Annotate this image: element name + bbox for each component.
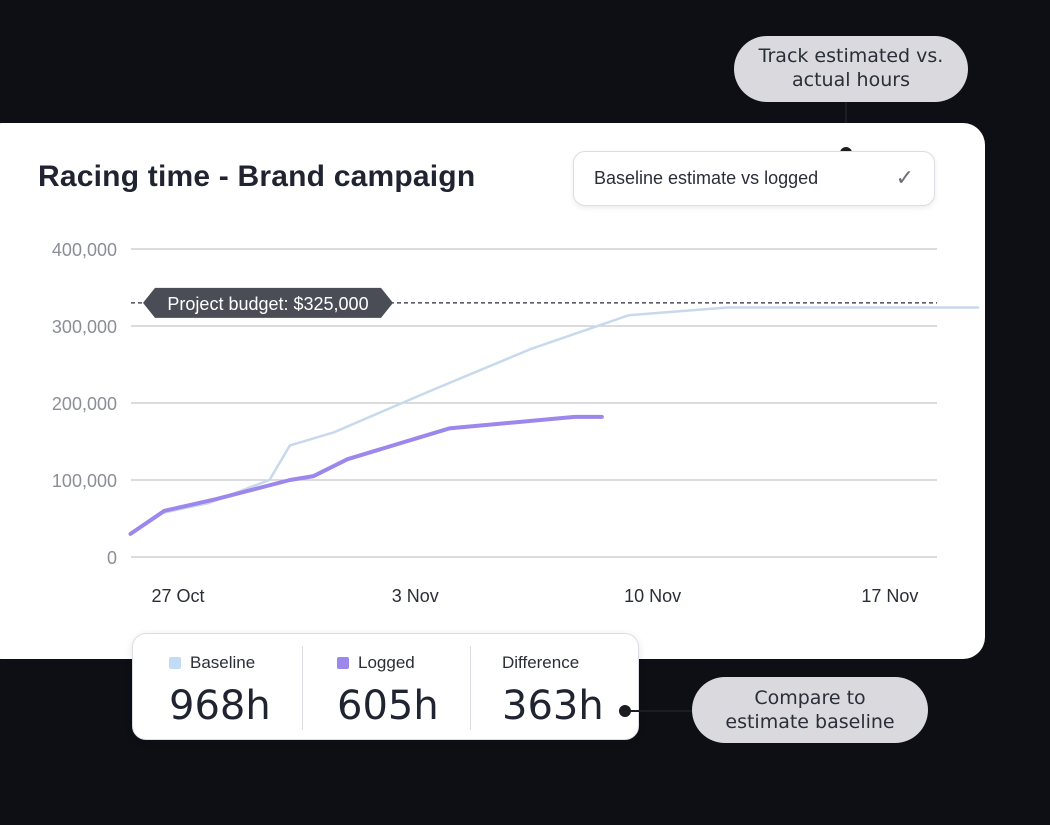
summary-panel: Baseline 968h Logged 605h Difference 363… [132, 633, 639, 740]
x-tick-label: 3 Nov [392, 586, 439, 606]
summary-difference-label: Difference [502, 653, 580, 672]
y-axis-ticks: 0 100,000 200,000 300,000 400,000 [52, 240, 117, 568]
summary-baseline-value: 968h [169, 683, 271, 729]
x-tick-label: 17 Nov [861, 586, 918, 606]
y-tick-label: 300,000 [52, 317, 117, 337]
tooltip-track-hours: Track estimated vs. actual hours [734, 36, 968, 102]
summary-difference-value: 363h [502, 683, 604, 729]
y-tick-label: 100,000 [52, 471, 117, 491]
x-axis-ticks: 27 Oct 3 Nov 10 Nov 17 Nov [151, 586, 918, 606]
x-tick-label: 10 Nov [624, 586, 681, 606]
tooltip-compare-baseline: Compare to estimate baseline [692, 677, 928, 743]
summary-divider [302, 646, 303, 730]
x-tick-label: 27 Oct [151, 586, 204, 606]
y-tick-label: 400,000 [52, 240, 117, 260]
tooltip-track-hours-line1: Track estimated vs. [758, 45, 944, 67]
series-line-logged [128, 414, 604, 536]
series-lines [128, 306, 980, 536]
summary-logged-label: Logged [358, 653, 415, 672]
chart-grid [131, 248, 937, 558]
chart-card [0, 123, 985, 659]
tooltip-track-hours-line2: actual hours [792, 69, 910, 91]
comparison-select-label: Baseline estimate vs logged [594, 168, 819, 188]
y-tick-label: 200,000 [52, 394, 117, 414]
baseline-swatch [169, 657, 181, 669]
summary-divider [470, 646, 471, 730]
summary-logged-value: 605h [337, 683, 439, 729]
tooltip-compare-line1: Compare to [754, 687, 866, 709]
tooltip-connector-bottom [625, 710, 692, 712]
budget-label: Project budget: $325,000 [167, 294, 368, 314]
budget-label-tag [143, 287, 393, 318]
logged-swatch [337, 657, 349, 669]
check-icon: ✓ [895, 165, 914, 190]
line-chart: 0 100,000 200,000 300,000 400,000 27 Oct 3 No… [52, 240, 980, 606]
y-tick-label: 0 [107, 548, 117, 568]
tooltip-compare-line2: estimate baseline [725, 711, 895, 733]
page-title: Racing time - Brand campaign [38, 160, 476, 193]
comparison-select[interactable]: Baseline estimate vs logged ✓ [573, 151, 935, 206]
summary-baseline-label: Baseline [190, 653, 256, 672]
budget-line-group: Project budget: $325,000 [131, 287, 937, 318]
